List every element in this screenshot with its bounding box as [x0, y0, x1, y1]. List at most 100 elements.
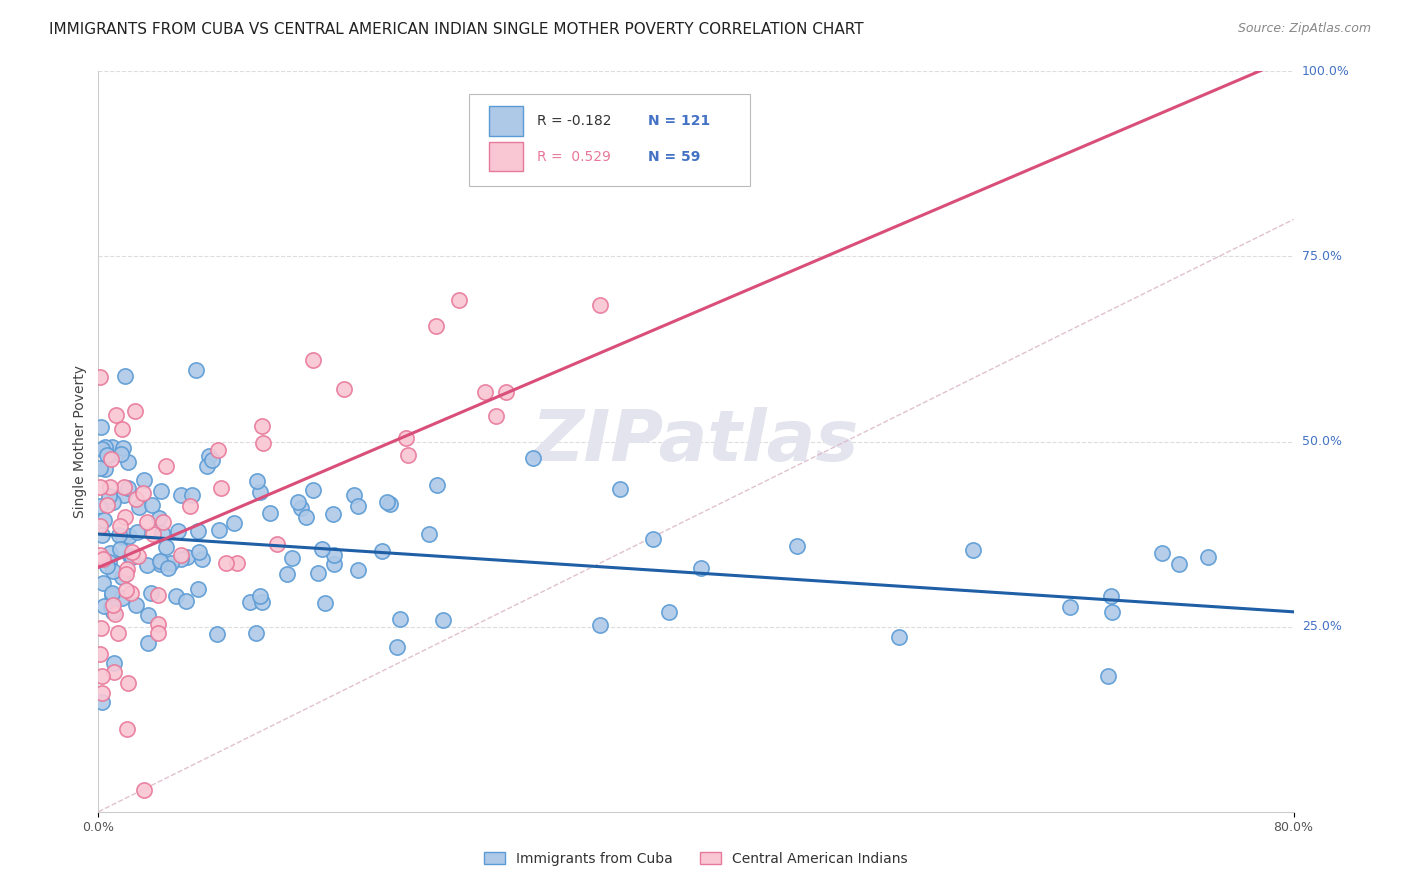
Point: [302, 352, 325, 367]
Point: [146, 626, 169, 640]
Point: [149, 554, 172, 568]
Point: [98, 480, 121, 494]
Point: [609, 482, 631, 496]
Point: [114, 509, 136, 524]
Point: [146, 588, 169, 602]
Point: [115, 582, 138, 597]
Point: [93, 462, 115, 476]
Point: [155, 541, 177, 555]
Point: [887, 630, 910, 644]
Point: [152, 515, 174, 529]
Point: [425, 478, 447, 492]
Point: [104, 607, 127, 621]
Point: [90, 442, 112, 456]
Point: [250, 418, 273, 433]
Point: [1197, 549, 1219, 564]
Point: [474, 385, 496, 400]
Point: [114, 567, 136, 582]
Point: [90, 420, 112, 434]
Point: [124, 404, 146, 418]
Point: [100, 600, 122, 615]
Point: [157, 561, 180, 575]
Point: [89, 370, 111, 384]
Point: [141, 498, 163, 512]
Point: [167, 524, 190, 539]
Point: [307, 566, 329, 581]
Point: [114, 369, 136, 384]
Text: ZIPatlas: ZIPatlas: [533, 407, 859, 476]
Point: [346, 499, 368, 513]
Point: [371, 544, 394, 558]
Point: [112, 481, 135, 495]
Point: [198, 449, 221, 463]
Point: [187, 545, 209, 559]
Point: [1097, 669, 1119, 683]
Point: [108, 519, 131, 533]
Point: [246, 474, 269, 488]
Text: N = 121: N = 121: [648, 114, 710, 128]
Point: [107, 625, 129, 640]
Point: [250, 595, 273, 609]
Point: [117, 454, 139, 468]
Point: [226, 557, 249, 571]
Point: [108, 541, 131, 556]
Point: [98, 448, 121, 462]
Point: [118, 529, 141, 543]
Point: [117, 561, 139, 575]
Point: [121, 545, 143, 559]
Point: [259, 506, 281, 520]
Text: R =  0.529: R = 0.529: [537, 150, 610, 163]
Point: [252, 436, 274, 450]
Point: [170, 552, 193, 566]
Point: [110, 591, 132, 606]
Point: [101, 588, 124, 602]
Text: 25.0%: 25.0%: [1302, 620, 1341, 633]
Point: [91, 686, 114, 700]
Point: [215, 556, 238, 570]
Point: [96, 498, 118, 512]
Point: [187, 524, 209, 538]
Point: [150, 525, 173, 540]
Point: [105, 408, 128, 422]
Point: [1059, 599, 1081, 614]
Point: [690, 561, 713, 575]
Point: [1167, 557, 1189, 571]
Point: [97, 489, 120, 503]
Point: [101, 440, 124, 454]
Point: [378, 497, 401, 511]
Point: [101, 495, 124, 509]
Point: [522, 451, 544, 466]
Point: [94, 440, 117, 454]
Point: [101, 598, 124, 612]
Point: [120, 586, 142, 600]
Point: [127, 549, 149, 563]
Point: [125, 491, 148, 506]
Point: [184, 363, 207, 377]
Point: [132, 782, 155, 797]
Point: [155, 459, 177, 474]
Point: [103, 656, 125, 670]
Legend: Immigrants from Cuba, Central American Indians: Immigrants from Cuba, Central American I…: [478, 847, 914, 871]
Point: [148, 617, 170, 632]
Point: [1101, 606, 1123, 620]
Point: [89, 480, 111, 494]
Point: [128, 500, 150, 515]
Point: [187, 582, 209, 597]
Point: [136, 558, 159, 572]
Point: [117, 481, 139, 495]
Point: [110, 447, 132, 461]
Point: [589, 298, 612, 312]
Point: [425, 319, 447, 334]
Point: [962, 542, 984, 557]
Point: [118, 549, 141, 563]
Point: [311, 542, 333, 557]
Point: [91, 694, 114, 708]
Point: [89, 647, 111, 661]
Point: [111, 570, 134, 584]
Point: [191, 551, 214, 566]
FancyBboxPatch shape: [489, 106, 523, 136]
Point: [266, 537, 288, 551]
Point: [447, 293, 470, 308]
Point: [385, 640, 408, 654]
Point: [136, 607, 159, 622]
